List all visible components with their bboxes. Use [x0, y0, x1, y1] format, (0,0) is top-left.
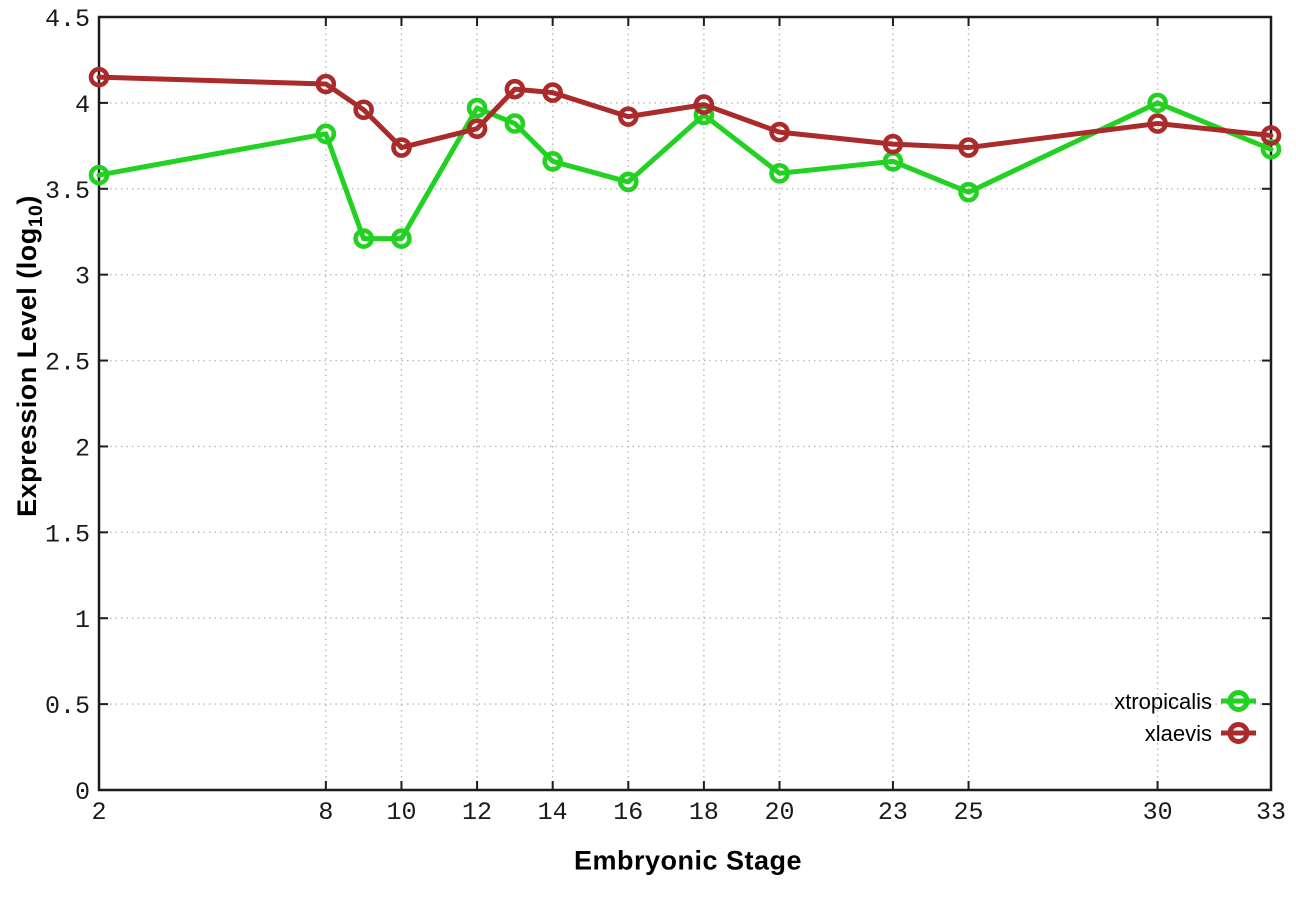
y-tick-label: 3.5	[45, 177, 90, 206]
plot-border	[97, 15, 1273, 792]
x-tick-label: 16	[613, 798, 643, 827]
tick-marks	[98, 16, 1272, 791]
legend-marker-circle	[1227, 690, 1250, 712]
y-tick-label: 0	[75, 778, 90, 807]
y-tick-label: 2.5	[45, 349, 90, 378]
series-line	[96, 100, 1274, 242]
data-point-marker	[504, 113, 526, 134]
data-point-marker	[1147, 92, 1168, 114]
y-axis-title-close: )	[11, 195, 42, 205]
legend-label: xtropicalis	[1114, 689, 1212, 714]
y-tick-label: 1	[75, 606, 90, 635]
data-point-marker	[466, 97, 488, 119]
data-point-marker	[617, 106, 639, 127]
data-point-marker	[88, 66, 110, 88]
x-tick-label: 2	[91, 798, 106, 827]
data-point-marker	[617, 171, 639, 193]
legend-entry-xtropicalis: xtropicalis	[1114, 689, 1256, 714]
x-tick-label: 10	[386, 798, 416, 827]
data-point-marker	[88, 164, 110, 186]
y-tick-label: 1.5	[45, 520, 90, 549]
data-point-marker	[882, 133, 904, 155]
y-tick-label: 0.5	[45, 692, 90, 721]
legend: xtropicalis xlaevis	[1114, 689, 1256, 746]
data-point-marker	[391, 137, 412, 158]
data-point-marker	[542, 82, 563, 103]
gridlines	[98, 16, 1272, 791]
y-axis-title-subscript: 10	[25, 204, 48, 228]
y-axis-title-text: Expression Level (log	[11, 227, 42, 517]
data-point-marker	[1147, 113, 1168, 134]
y-tick-labels: 0 0.5 1 1.5 2 2.5 3 3.5 4 4.5	[45, 5, 90, 807]
series-xtropicalis	[88, 92, 1282, 249]
x-tick-label: 33	[1256, 798, 1286, 827]
data-point-marker	[315, 73, 337, 95]
legend-entry-xlaevis: xlaevis	[1145, 721, 1256, 746]
x-tick-label: 18	[689, 798, 719, 827]
data-point-marker	[542, 150, 563, 172]
data-point-marker	[353, 228, 374, 249]
data-point-marker	[769, 121, 790, 143]
x-tick-label: 20	[765, 798, 795, 827]
x-tick-label: 8	[318, 798, 333, 827]
series-xlaevis	[88, 66, 1282, 158]
data-point-marker	[315, 123, 337, 145]
y-tick-label: 2	[75, 434, 90, 463]
y-tick-label: 3	[75, 263, 90, 292]
x-tick-labels: 2 8 10 12 14 16 18 20 23 25 30 33	[91, 798, 1286, 827]
x-tick-label: 12	[462, 798, 492, 827]
y-tick-label: 4.5	[45, 5, 90, 34]
y-axis-title: Expression Level (log10)	[12, 195, 48, 517]
data-point-marker	[769, 163, 790, 184]
data-point-marker	[958, 137, 979, 158]
data-point-marker	[504, 78, 526, 100]
x-axis-title: Embryonic Stage	[573, 845, 803, 876]
legend-label: xlaevis	[1145, 721, 1212, 746]
x-tick-label: 14	[538, 798, 568, 827]
series-line	[96, 74, 1274, 151]
data-point-marker	[353, 99, 374, 121]
x-tick-label: 30	[1143, 798, 1173, 827]
data-point-marker	[958, 181, 979, 203]
data-point-marker	[466, 118, 488, 139]
legend-marker-circle	[1227, 722, 1250, 744]
data-point-marker	[391, 228, 412, 249]
x-tick-label: 25	[954, 798, 984, 827]
y-tick-label: 4	[75, 91, 90, 120]
data-point-marker	[693, 94, 715, 115]
data-point-marker	[1260, 125, 1282, 146]
x-tick-label: 23	[878, 798, 908, 827]
